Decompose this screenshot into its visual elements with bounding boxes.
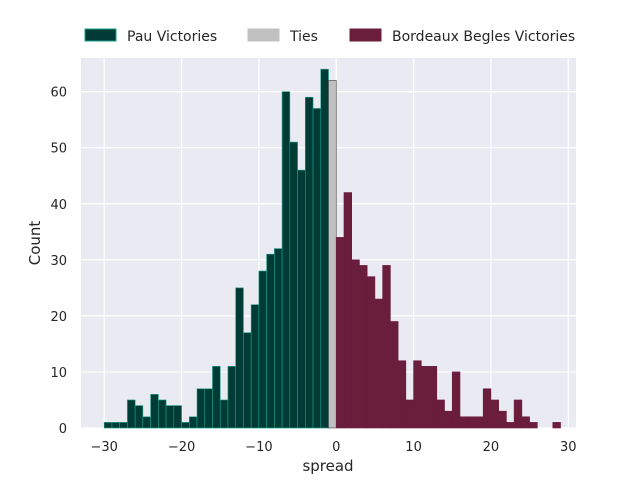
histogram-bar (204, 388, 213, 429)
y-tick-labels: 0 10 20 30 40 50 60 (50, 86, 67, 437)
x-tick-label: −10 (245, 440, 272, 455)
histogram-bar (467, 416, 476, 429)
x-tick-labels: −30 −20 −10 0 10 20 30 (90, 440, 576, 455)
histogram-bar (506, 422, 515, 429)
bars (103, 68, 561, 429)
x-tick-label: −30 (90, 440, 117, 455)
histogram-bar (521, 416, 530, 429)
histogram-bar (304, 96, 314, 429)
legend-swatch (84, 28, 117, 42)
histogram-bar (475, 416, 484, 429)
histogram-bar (212, 366, 221, 429)
histogram-bar (258, 270, 267, 429)
histogram-bar (421, 366, 430, 429)
histogram-bar (111, 422, 120, 429)
x-tick-label: −20 (168, 440, 195, 455)
histogram-bar (219, 399, 229, 429)
histogram-bar (397, 360, 407, 429)
histogram-bar (158, 399, 167, 429)
histogram-bar (188, 416, 198, 429)
y-tick-label: 60 (50, 86, 67, 101)
histogram-bar (150, 394, 159, 429)
legend-label: Ties (289, 29, 318, 45)
histogram-bar (459, 416, 469, 429)
histogram-bar (243, 332, 252, 429)
x-axis-label: spread (302, 457, 353, 475)
y-tick-label: 30 (50, 254, 67, 269)
histogram-bar (328, 80, 337, 429)
y-tick-label: 10 (50, 366, 67, 381)
histogram-bar (250, 304, 260, 429)
histogram-bar (274, 248, 283, 429)
histogram-bar (529, 422, 538, 429)
x-tick-label: 0 (332, 440, 340, 455)
legend-label: Bordeaux Begles Victories (392, 29, 575, 45)
histogram-bar (436, 399, 445, 429)
histogram-bar (374, 298, 383, 429)
histogram-bar (235, 287, 244, 429)
histogram-bar (103, 422, 113, 429)
histogram-bar (181, 422, 190, 429)
legend-swatch (247, 28, 280, 42)
y-axis-label: Count (26, 221, 44, 266)
histogram-bar (413, 360, 422, 429)
histogram-bar (165, 405, 175, 429)
histogram-bar (312, 108, 322, 429)
x-tick-label: 30 (560, 440, 577, 455)
histogram-bar (351, 259, 360, 429)
histogram-bar (498, 410, 507, 429)
histogram-bar (444, 410, 453, 429)
y-tick-label: 0 (59, 422, 67, 437)
legend-label: Pau Victories (127, 29, 217, 45)
histogram-bar (552, 422, 561, 429)
histogram-bar (227, 366, 236, 429)
histogram-bar (289, 141, 298, 429)
histogram-bar (513, 399, 523, 429)
y-tick-label: 50 (50, 142, 67, 157)
histogram-bar (359, 265, 368, 429)
histogram-bar (451, 371, 461, 429)
histogram-bar (343, 192, 353, 429)
legend: Pau Victories Ties Bordeaux Begles Victori… (84, 28, 575, 45)
histogram-bar (119, 422, 128, 429)
x-tick-label: 20 (483, 440, 500, 455)
histogram-bar (142, 416, 151, 429)
histogram-bar (390, 321, 399, 429)
histogram-bar (281, 91, 291, 429)
histogram-bar (382, 265, 391, 429)
histogram-bar (428, 366, 438, 429)
y-tick-label: 20 (50, 310, 67, 325)
histogram-bar (335, 237, 345, 429)
x-tick-label: 10 (405, 440, 422, 455)
histogram-bar (173, 405, 182, 429)
histogram-bar (297, 169, 306, 429)
histogram-bar (366, 276, 376, 429)
histogram-bar (134, 405, 144, 429)
histogram-bar (196, 388, 206, 429)
y-tick-label: 40 (50, 198, 67, 213)
histogram-bar (127, 399, 136, 429)
histogram-bar (405, 399, 414, 429)
histogram-bar (482, 388, 492, 429)
histogram-bar (320, 68, 329, 429)
legend-swatch (349, 28, 382, 42)
histogram-bar (266, 253, 275, 429)
histogram-bar (490, 399, 499, 429)
